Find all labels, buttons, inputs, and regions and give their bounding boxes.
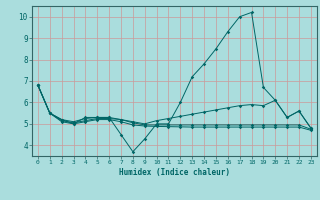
X-axis label: Humidex (Indice chaleur): Humidex (Indice chaleur)	[119, 168, 230, 177]
